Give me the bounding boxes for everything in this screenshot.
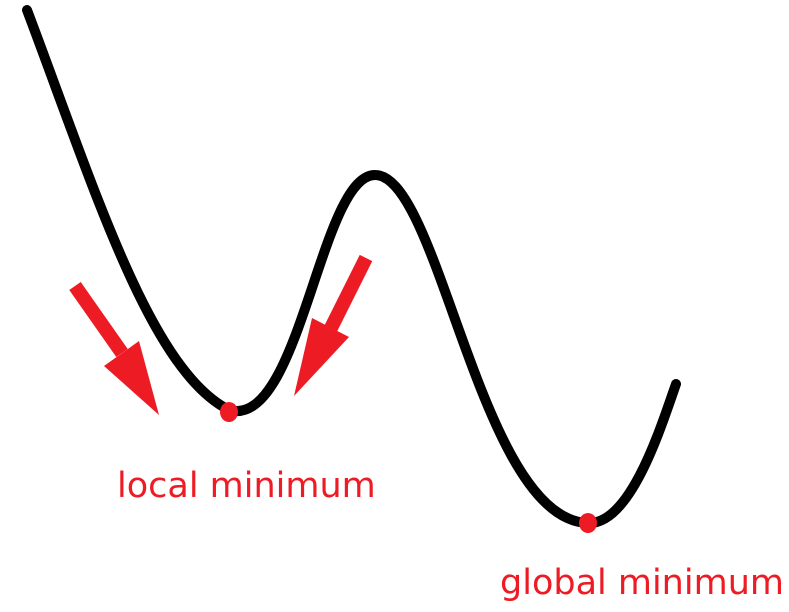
right-descent-arrow bbox=[294, 254, 373, 396]
global-minimum-label: global minimum bbox=[500, 563, 784, 603]
right-arrow-shaft bbox=[324, 254, 373, 332]
left-arrow-head bbox=[104, 341, 159, 415]
left-arrow-shaft bbox=[69, 281, 128, 358]
local-minimum-dot bbox=[220, 402, 238, 422]
global-minimum-dot bbox=[579, 513, 597, 533]
right-arrow-head bbox=[294, 318, 349, 396]
left-descent-arrow bbox=[69, 281, 159, 415]
loss-curve bbox=[22, 5, 681, 529]
local-minimum-label: local minimum bbox=[117, 466, 376, 506]
